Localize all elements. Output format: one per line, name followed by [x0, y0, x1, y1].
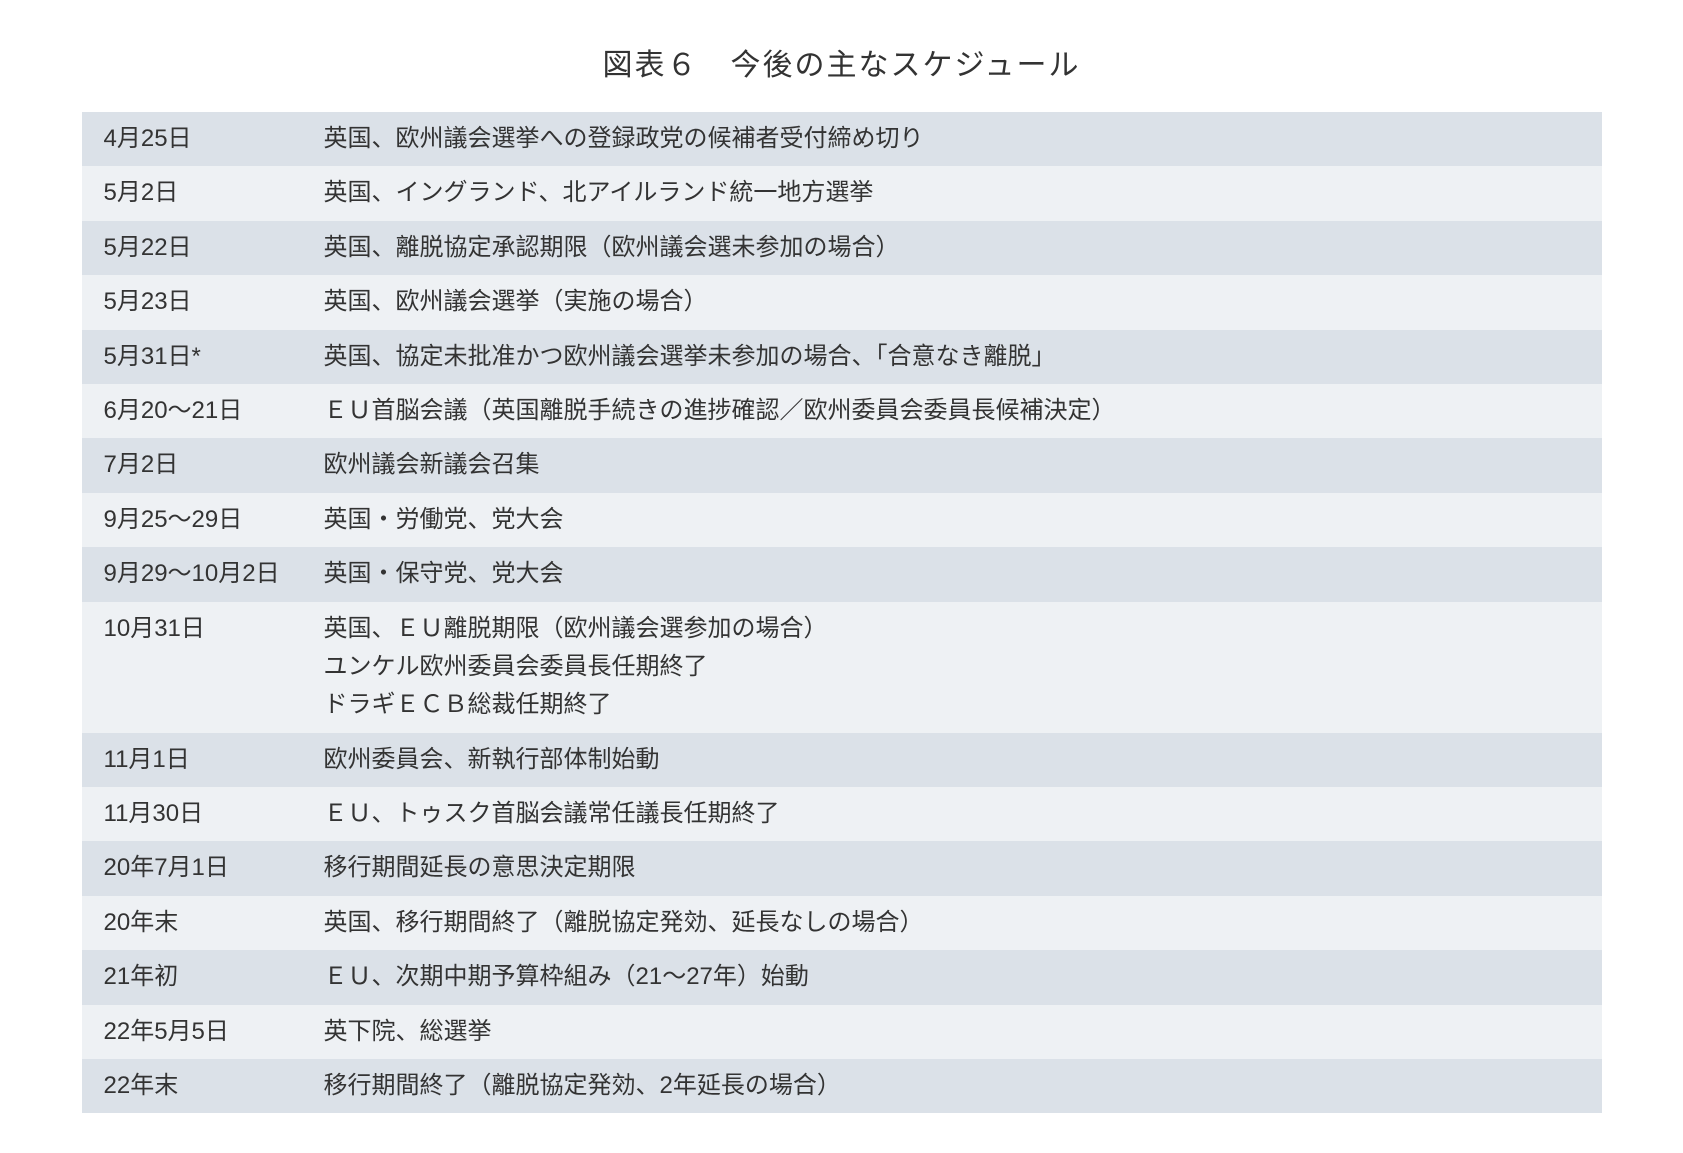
event-line: 欧州委員会、新執行部体制始動 — [324, 741, 1580, 779]
event-cell: 英国、協定未批准かつ欧州議会選挙未参加の場合、「合意なき離脱」 — [324, 338, 1580, 376]
event-cell: 移行期間終了（離脱協定発効、2年延長の場合） — [324, 1067, 1580, 1105]
date-cell: 4月25日 — [104, 120, 324, 158]
event-cell: 英国、ＥＵ離脱期限（欧州議会選参加の場合）ユンケル欧州委員会委員長任期終了ドラギ… — [324, 610, 1580, 725]
event-line: 英国・労働党、党大会 — [324, 501, 1580, 539]
table-row: 5月22日英国、離脱協定承認期限（欧州議会選未参加の場合） — [82, 221, 1602, 275]
table-row: 5月31日*英国、協定未批准かつ欧州議会選挙未参加の場合、「合意なき離脱」 — [82, 330, 1602, 384]
event-line: ユンケル欧州委員会委員長任期終了 — [324, 648, 1580, 686]
table-row: 22年末移行期間終了（離脱協定発効、2年延長の場合） — [82, 1059, 1602, 1113]
event-line: 英国、欧州議会選挙への登録政党の候補者受付締め切り — [324, 120, 1580, 158]
event-line: ＥＵ、次期中期予算枠組み（21～27年）始動 — [324, 958, 1580, 996]
date-cell: 9月29～10月2日 — [104, 555, 324, 593]
date-cell: 5月22日 — [104, 229, 324, 267]
event-cell: 英国・労働党、党大会 — [324, 501, 1580, 539]
table-row: 4月25日英国、欧州議会選挙への登録政党の候補者受付締め切り — [82, 112, 1602, 166]
table-row: 9月25～29日英国・労働党、党大会 — [82, 493, 1602, 547]
event-cell: ＥＵ、次期中期予算枠組み（21～27年）始動 — [324, 958, 1580, 996]
table-title: 図表６ 今後の主なスケジュール — [82, 40, 1602, 84]
event-line: 移行期間延長の意思決定期限 — [324, 849, 1580, 887]
event-cell: 英国・保守党、党大会 — [324, 555, 1580, 593]
event-cell: 欧州議会新議会召集 — [324, 446, 1580, 484]
event-line: 英国・保守党、党大会 — [324, 555, 1580, 593]
table-row: 20年末英国、移行期間終了（離脱協定発効、延長なしの場合） — [82, 896, 1602, 950]
event-cell: 移行期間延長の意思決定期限 — [324, 849, 1580, 887]
table-row: 11月1日欧州委員会、新執行部体制始動 — [82, 733, 1602, 787]
event-cell: ＥＵ首脳会議（英国離脱手続きの進捗確認／欧州委員会委員長候補決定） — [324, 392, 1580, 430]
date-cell: 5月2日 — [104, 174, 324, 212]
date-cell: 20年末 — [104, 904, 324, 942]
table-row: 5月23日英国、欧州議会選挙（実施の場合） — [82, 275, 1602, 329]
table-row: 7月2日欧州議会新議会召集 — [82, 438, 1602, 492]
table-row: 21年初ＥＵ、次期中期予算枠組み（21～27年）始動 — [82, 950, 1602, 1004]
date-cell: 22年末 — [104, 1067, 324, 1105]
schedule-container: 図表６ 今後の主なスケジュール 4月25日英国、欧州議会選挙への登録政党の候補者… — [82, 40, 1602, 1113]
date-cell: 6月20～21日 — [104, 392, 324, 430]
date-cell: 11月30日 — [104, 795, 324, 833]
schedule-table: 4月25日英国、欧州議会選挙への登録政党の候補者受付締め切り5月2日英国、イング… — [82, 112, 1602, 1113]
event-line: ＥＵ、トゥスク首脳会議常任議長任期終了 — [324, 795, 1580, 833]
event-cell: 英下院、総選挙 — [324, 1013, 1580, 1051]
date-cell: 7月2日 — [104, 446, 324, 484]
table-row: 9月29～10月2日英国・保守党、党大会 — [82, 547, 1602, 601]
date-cell: 21年初 — [104, 958, 324, 996]
table-row: 11月30日ＥＵ、トゥスク首脳会議常任議長任期終了 — [82, 787, 1602, 841]
event-line: 英国、イングランド、北アイルランド統一地方選挙 — [324, 174, 1580, 212]
table-row: 6月20～21日ＥＵ首脳会議（英国離脱手続きの進捗確認／欧州委員会委員長候補決定… — [82, 384, 1602, 438]
date-cell: 5月31日* — [104, 338, 324, 376]
date-cell: 20年7月1日 — [104, 849, 324, 887]
date-cell: 5月23日 — [104, 283, 324, 321]
event-line: 英国、欧州議会選挙（実施の場合） — [324, 283, 1580, 321]
event-cell: 英国、欧州議会選挙への登録政党の候補者受付締め切り — [324, 120, 1580, 158]
date-cell: 9月25～29日 — [104, 501, 324, 539]
event-cell: 欧州委員会、新執行部体制始動 — [324, 741, 1580, 779]
event-line: 英国、ＥＵ離脱期限（欧州議会選参加の場合） — [324, 610, 1580, 648]
table-row: 20年7月1日移行期間延長の意思決定期限 — [82, 841, 1602, 895]
date-cell: 11月1日 — [104, 741, 324, 779]
date-cell: 22年5月5日 — [104, 1013, 324, 1051]
event-cell: ＥＵ、トゥスク首脳会議常任議長任期終了 — [324, 795, 1580, 833]
event-line: ＥＵ首脳会議（英国離脱手続きの進捗確認／欧州委員会委員長候補決定） — [324, 392, 1580, 430]
event-line: 英国、離脱協定承認期限（欧州議会選未参加の場合） — [324, 229, 1580, 267]
event-cell: 英国、離脱協定承認期限（欧州議会選未参加の場合） — [324, 229, 1580, 267]
event-line: 欧州議会新議会召集 — [324, 446, 1580, 484]
event-cell: 英国、欧州議会選挙（実施の場合） — [324, 283, 1580, 321]
table-row: 22年5月5日英下院、総選挙 — [82, 1005, 1602, 1059]
event-line: 移行期間終了（離脱協定発効、2年延長の場合） — [324, 1067, 1580, 1105]
event-line: 英国、移行期間終了（離脱協定発効、延長なしの場合） — [324, 904, 1580, 942]
table-row: 5月2日英国、イングランド、北アイルランド統一地方選挙 — [82, 166, 1602, 220]
event-cell: 英国、移行期間終了（離脱協定発効、延長なしの場合） — [324, 904, 1580, 942]
event-line: 英下院、総選挙 — [324, 1013, 1580, 1051]
table-row: 10月31日英国、ＥＵ離脱期限（欧州議会選参加の場合）ユンケル欧州委員会委員長任… — [82, 602, 1602, 733]
event-cell: 英国、イングランド、北アイルランド統一地方選挙 — [324, 174, 1580, 212]
date-cell: 10月31日 — [104, 610, 324, 725]
event-line: 英国、協定未批准かつ欧州議会選挙未参加の場合、「合意なき離脱」 — [324, 338, 1580, 376]
event-line: ドラギＥＣＢ総裁任期終了 — [324, 686, 1580, 724]
